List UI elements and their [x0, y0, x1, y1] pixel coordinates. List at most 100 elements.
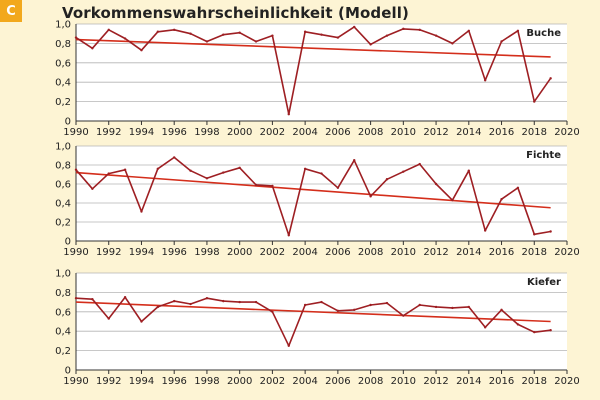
chart-panel-buche: 0 0,2 0,4 0,6 0,8 1,0 1990 1992 1994 1996 1998 2000… — [55, 20, 580, 139]
x-tick-label: 2016 — [489, 127, 514, 138]
y-tick-label: 0,8 — [55, 161, 71, 172]
data-point — [222, 299, 225, 303]
x-tick-label: 1998 — [194, 127, 219, 138]
x-tick-label: 2016 — [489, 247, 514, 258]
x-tick-label: 2012 — [423, 376, 448, 387]
x-tick-label: 2000 — [227, 376, 252, 387]
x-tick-label: 2006 — [325, 247, 350, 258]
x-tick-label: 2018 — [522, 376, 547, 387]
data-point — [467, 169, 470, 172]
x-tick-label: 2014 — [456, 127, 481, 138]
data-point — [434, 305, 438, 309]
data-point — [74, 168, 78, 171]
data-point — [123, 37, 127, 40]
x-tick-label: 2014 — [456, 376, 481, 387]
data-point — [254, 183, 258, 187]
x-tick-label: 1998 — [194, 247, 219, 258]
x-tick-label: 2004 — [292, 247, 317, 258]
data-point — [451, 42, 454, 45]
data-point — [91, 297, 94, 301]
chart-panel-fichte: 0 0,2 0,4 0,6 0,8 1,0 1990 1992 1994 1996 1998 2000… — [55, 142, 580, 259]
data-point — [303, 30, 307, 33]
data-point — [369, 195, 372, 198]
x-tick-label: 2014 — [456, 247, 481, 258]
x-tick-label: 2008 — [358, 376, 383, 387]
y-tick-label: 0,2 — [55, 346, 71, 357]
data-point — [238, 300, 241, 304]
x-tick-label: 1994 — [129, 376, 154, 387]
x-tick-label: 2010 — [391, 127, 416, 138]
data-point — [205, 40, 209, 43]
data-point — [533, 100, 536, 103]
data-point — [107, 28, 110, 32]
data-point — [271, 34, 274, 37]
data-point — [353, 308, 356, 312]
series-line — [75, 156, 551, 237]
trend-line — [75, 171, 551, 209]
plot-area — [76, 24, 567, 121]
data-point — [74, 36, 78, 39]
data-point — [451, 306, 454, 310]
y-tick-label: 0,2 — [55, 218, 71, 229]
x-tick-label: 2004 — [292, 127, 317, 138]
series-line — [75, 296, 551, 347]
y-tick-label: 1,0 — [55, 142, 71, 153]
y-tick-label: 0,8 — [55, 39, 71, 50]
data-point — [369, 43, 372, 46]
trend-line — [75, 301, 551, 323]
data-point — [434, 34, 438, 37]
data-point — [189, 169, 192, 172]
data-point — [156, 30, 160, 33]
y-tick-label: 0,6 — [55, 58, 71, 69]
data-point — [336, 36, 340, 39]
y-tick-label: 1,0 — [55, 269, 71, 280]
data-point — [549, 77, 552, 80]
data-point — [107, 172, 110, 175]
data-point — [254, 40, 258, 43]
x-tick-label: 2002 — [260, 376, 285, 387]
data-point — [107, 317, 110, 320]
x-tick-label: 2000 — [227, 247, 252, 258]
x-tick-label: 2010 — [391, 247, 416, 258]
x-tick-label: 2018 — [522, 247, 547, 258]
data-point — [287, 113, 290, 116]
data-point — [222, 171, 225, 174]
data-point — [140, 320, 143, 323]
data-point — [156, 305, 160, 309]
x-tick-label: 2006 — [325, 376, 350, 387]
data-point — [320, 172, 323, 175]
data-point — [189, 302, 192, 306]
x-tick-label: 2016 — [489, 376, 514, 387]
x-tick-label: 2002 — [260, 127, 285, 138]
data-point — [91, 187, 94, 190]
x-tick-label: 2012 — [423, 127, 448, 138]
y-tick-label: 0,4 — [55, 78, 71, 89]
data-point — [173, 299, 176, 303]
data-point — [516, 186, 520, 189]
data-point — [500, 198, 503, 201]
x-tick-label: 2006 — [325, 127, 350, 138]
x-tick-label: 1996 — [161, 376, 186, 387]
data-point — [402, 27, 405, 31]
data-point — [434, 182, 438, 186]
y-tick-label: 0,4 — [55, 199, 71, 210]
data-point — [467, 305, 470, 309]
data-point — [303, 303, 307, 307]
series-label: Buche — [526, 28, 561, 39]
data-point — [451, 198, 454, 202]
x-tick-label: 2020 — [554, 247, 579, 258]
data-point — [336, 309, 340, 313]
data-point — [205, 297, 209, 300]
y-tick-label: 0 — [65, 237, 71, 248]
trend-line — [75, 38, 551, 58]
data-point — [533, 233, 536, 236]
data-point — [287, 234, 290, 237]
data-point — [140, 210, 143, 213]
series-label: Fichte — [526, 150, 561, 161]
x-tick-label: 1996 — [161, 127, 186, 138]
data-point — [222, 33, 225, 36]
x-tick-label: 2000 — [227, 127, 252, 138]
data-point — [336, 186, 340, 189]
